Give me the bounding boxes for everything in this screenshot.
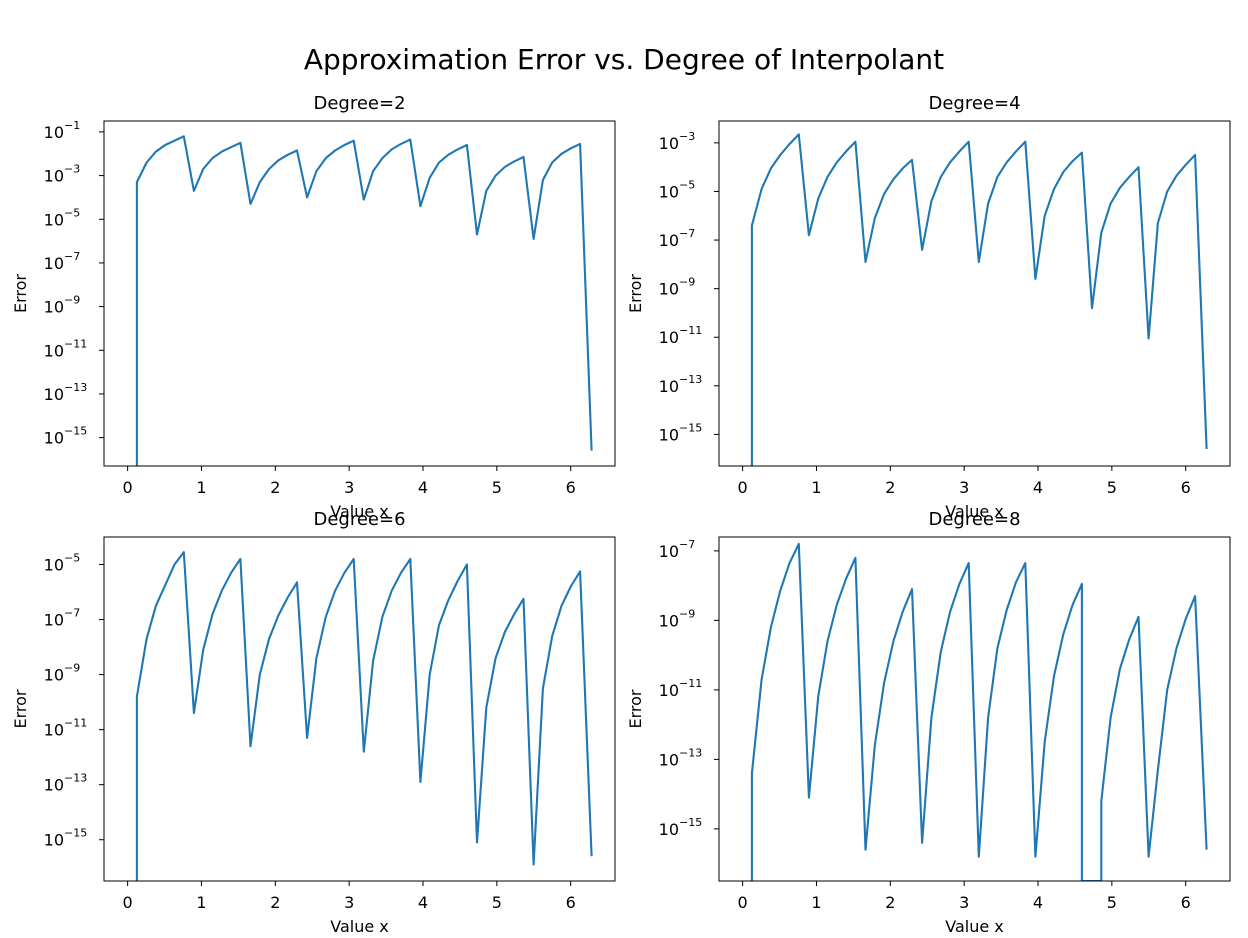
- x-tick-label: 1: [196, 478, 206, 497]
- x-tick-label: 6: [566, 893, 576, 912]
- x-tick-label: 4: [418, 478, 428, 497]
- axes-frame: [103, 120, 616, 467]
- x-tick-label: 4: [1033, 478, 1043, 497]
- y-tick-exponent: −15: [64, 425, 87, 438]
- x-tick-label: 0: [123, 478, 133, 497]
- y-tick-exponent: −11: [679, 324, 702, 337]
- y-tick-exponent: −13: [679, 373, 702, 386]
- x-tick-label: 4: [418, 893, 428, 912]
- x-tick-label: 1: [811, 893, 821, 912]
- x-tick-label: 0: [123, 893, 133, 912]
- y-tick-exponent: −3: [64, 163, 80, 176]
- x-tick-label: 2: [885, 893, 895, 912]
- subplot-4: Degree=80 1 2 3 4 5 610−1510−1310−1110−910−7Va…: [626, 509, 1231, 936]
- y-tick-exponent: −7: [64, 607, 80, 620]
- y-tick-exponent: −15: [679, 421, 702, 434]
- axes-frame: [718, 536, 1231, 882]
- y-tick-exponent: −5: [679, 178, 695, 191]
- x-tick-label: 0: [738, 893, 748, 912]
- error-series-line: [750, 133, 1208, 466]
- y-tick-exponent: −13: [679, 746, 702, 759]
- x-tick-label: 5: [1107, 893, 1117, 912]
- y-tick-exponent: −7: [679, 227, 695, 240]
- y-tick-exponent: −5: [64, 206, 80, 219]
- y-tick-exponent: −9: [64, 294, 80, 307]
- x-tick-label: 6: [566, 478, 576, 497]
- y-tick-exponent: −13: [64, 381, 87, 394]
- x-axis-label: Value x: [330, 917, 389, 936]
- x-axis-label: Value x: [330, 502, 389, 521]
- y-tick-exponent: −7: [64, 250, 80, 263]
- axes-frame: [103, 536, 616, 882]
- x-tick-label: 2: [270, 478, 280, 497]
- error-series-line: [750, 542, 1208, 881]
- error-series-line: [135, 135, 593, 466]
- x-tick-label: 3: [959, 478, 969, 497]
- x-tick-label: 2: [270, 893, 280, 912]
- subplot-title: Degree=6: [313, 509, 405, 530]
- x-tick-label: 1: [196, 893, 206, 912]
- y-tick-exponent: −9: [679, 276, 695, 289]
- subplot-2: Degree=40 1 2 3 4 5 610−1510−1310−1110−910−710…: [626, 93, 1231, 521]
- x-tick-label: 6: [1181, 478, 1191, 497]
- x-axis-label: Value x: [945, 917, 1004, 936]
- figure-title: Approximation Error vs. Degree of Interp…: [304, 43, 944, 76]
- y-tick-exponent: −9: [64, 662, 80, 675]
- y-tick-exponent: −11: [679, 677, 702, 690]
- y-axis-label: Error: [11, 274, 30, 313]
- x-tick-label: 0: [738, 478, 748, 497]
- x-tick-label: 4: [1033, 893, 1043, 912]
- x-tick-label: 5: [492, 893, 502, 912]
- x-tick-label: 6: [1181, 893, 1191, 912]
- y-axis-label: Error: [626, 274, 645, 313]
- x-tick-label: 3: [344, 893, 354, 912]
- y-tick-exponent: −15: [64, 827, 87, 840]
- axes-frame: [718, 120, 1231, 467]
- y-tick-exponent: −15: [679, 816, 702, 829]
- x-axis-label: Value x: [945, 502, 1004, 521]
- y-tick-exponent: −9: [679, 607, 695, 620]
- y-tick-exponent: −3: [679, 130, 695, 143]
- y-tick-exponent: −11: [64, 337, 87, 350]
- x-tick-label: 5: [1107, 478, 1117, 497]
- y-axis-label: Error: [626, 689, 645, 728]
- y-tick-exponent: −7: [679, 538, 695, 551]
- y-tick-exponent: −13: [64, 772, 87, 785]
- y-tick-exponent: −5: [64, 552, 80, 565]
- x-tick-label: 1: [811, 478, 821, 497]
- y-axis-label: Error: [11, 689, 30, 728]
- subplot-title: Degree=8: [928, 509, 1020, 530]
- subplot-title: Degree=2: [313, 93, 405, 114]
- subplot-title: Degree=4: [928, 93, 1020, 114]
- error-series-line: [135, 551, 593, 881]
- y-tick-exponent: −1: [64, 119, 80, 132]
- x-tick-label: 2: [885, 478, 895, 497]
- x-tick-label: 3: [344, 478, 354, 497]
- y-tick-exponent: −11: [64, 717, 87, 730]
- x-tick-label: 3: [959, 893, 969, 912]
- x-tick-label: 5: [492, 478, 502, 497]
